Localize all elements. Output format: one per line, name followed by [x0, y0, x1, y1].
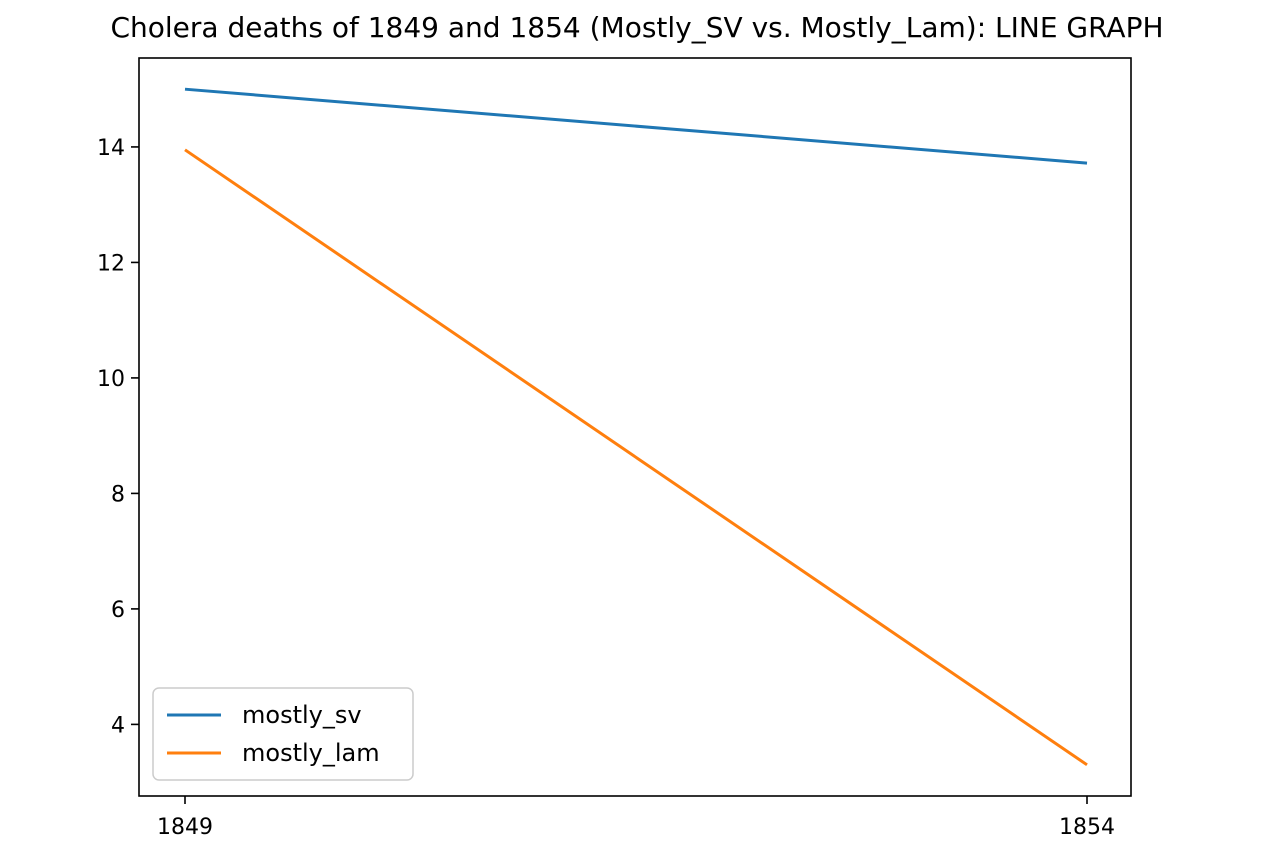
- y-tick-label: 6: [111, 598, 125, 623]
- series-line-mostly-lam: [184, 148, 1088, 767]
- legend: mostly_sv mostly_lam: [152, 687, 414, 781]
- y-tick-label: 14: [97, 136, 125, 161]
- legend-box: [152, 687, 414, 781]
- series-line-mostly-sv: [184, 87, 1088, 165]
- plot-area-frame: [138, 57, 1132, 797]
- legend-label-mostly-sv: mostly_sv: [242, 701, 362, 729]
- y-axis: 4 6 8 10 12 14: [97, 136, 139, 738]
- x-tick-label: 1849: [157, 815, 213, 840]
- chart-title: Cholera deaths of 1849 and 1854 (Mostly_…: [110, 11, 1164, 44]
- y-tick-label: 8: [111, 482, 125, 507]
- x-tick-label: 1854: [1059, 815, 1115, 840]
- series-lines: [184, 87, 1088, 767]
- legend-label-mostly-lam: mostly_lam: [242, 739, 380, 767]
- y-tick-label: 4: [111, 713, 125, 738]
- x-axis: 1849 1854: [157, 796, 1115, 840]
- y-tick-label: 10: [97, 367, 125, 392]
- y-tick-label: 12: [97, 251, 125, 276]
